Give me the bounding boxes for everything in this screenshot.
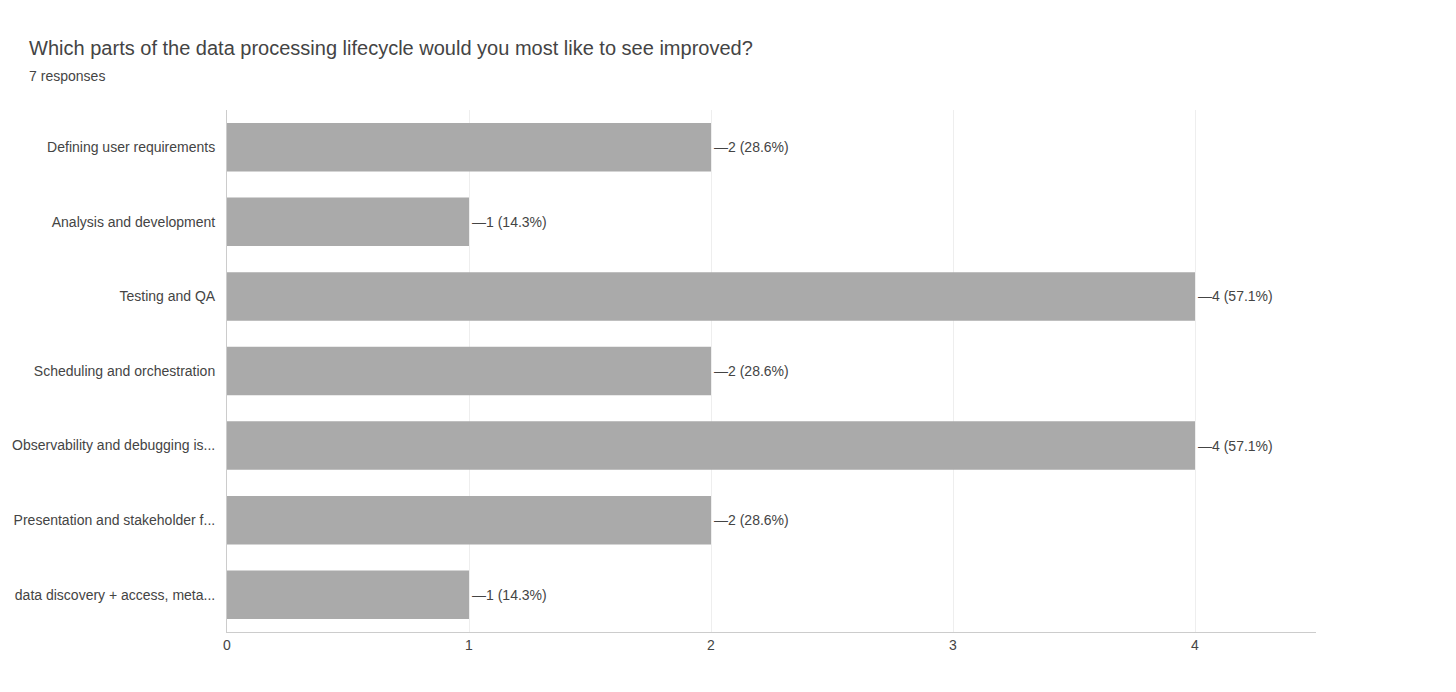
svg-text:—4 (57.1%): —4 (57.1%) <box>1198 438 1273 454</box>
svg-text:data discovery + access, meta.: data discovery + access, meta... <box>15 587 215 603</box>
svg-text:0: 0 <box>223 637 231 653</box>
svg-text:—1 (14.3%): —1 (14.3%) <box>472 214 547 230</box>
svg-text:Defining user requirements: Defining user requirements <box>47 139 215 155</box>
svg-text:4: 4 <box>1191 637 1199 653</box>
svg-text:3: 3 <box>949 637 957 653</box>
svg-text:Observability and debugging is: Observability and debugging is... <box>12 437 215 453</box>
svg-text:—2 (28.6%): —2 (28.6%) <box>714 512 789 528</box>
svg-text:1: 1 <box>465 637 473 653</box>
svg-text:—1 (14.3%): —1 (14.3%) <box>472 587 547 603</box>
svg-text:2: 2 <box>707 637 715 653</box>
svg-text:Analysis and development: Analysis and development <box>52 214 216 230</box>
svg-text:Scheduling and orchestration: Scheduling and orchestration <box>34 363 215 379</box>
svg-text:Presentation and stakeholder f: Presentation and stakeholder f... <box>14 512 216 528</box>
svg-text:—2 (28.6%): —2 (28.6%) <box>714 139 789 155</box>
svg-text:Testing and QA: Testing and QA <box>119 288 215 304</box>
svg-text:—4 (57.1%): —4 (57.1%) <box>1198 288 1273 304</box>
svg-text:—2 (28.6%): —2 (28.6%) <box>714 363 789 379</box>
svg-text:7 responses: 7 responses <box>29 68 105 84</box>
svg-text:Which parts of the data proces: Which parts of the data processing lifec… <box>29 37 753 59</box>
